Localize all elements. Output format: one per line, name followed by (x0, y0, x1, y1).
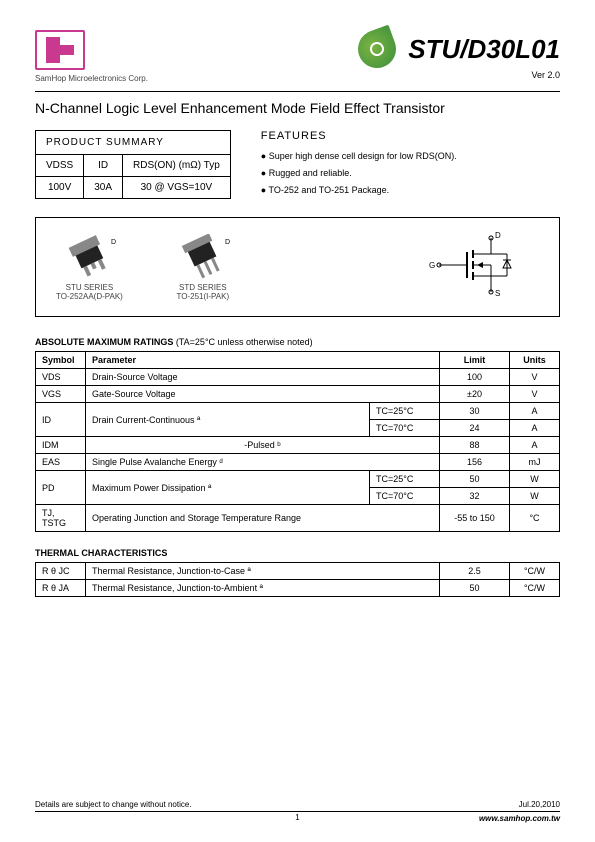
summary-val: 100V (36, 177, 84, 199)
logo-area: SamHop Microelectronics Corp. (35, 30, 148, 83)
svg-text:G: G (429, 261, 435, 270)
abs-max-table: Symbol Parameter Limit Units VDS Drain-S… (35, 351, 560, 532)
pkg-label: TO-251(I-PAK) (177, 292, 230, 301)
table-row: ID Drain Current-Continuous ª TC=25°C 30… (36, 403, 560, 420)
svg-text:D: D (225, 239, 230, 246)
table-row: PD Maximum Power Dissipation ª TC=25°C 5… (36, 471, 560, 488)
package-std: D STD SERIES TO-251(I-PAK) (173, 234, 233, 301)
footer-date: Jul.20,2010 (519, 800, 560, 809)
summary-title: PRODUCT SUMMARY (36, 131, 231, 155)
product-summary: PRODUCT SUMMARY VDSS ID RDS(ON) (mΩ) Typ… (35, 130, 231, 199)
footer: Details are subject to change without no… (35, 800, 560, 822)
summary-col: RDS(ON) (mΩ) Typ (123, 155, 231, 177)
title-block: STU/D30L01 Ver 2.0 (358, 30, 560, 80)
feature-item: Rugged and reliable. (261, 165, 457, 182)
mosfet-symbol-icon: G D S (429, 230, 539, 300)
company-name: SamHop Microelectronics Corp. (35, 74, 148, 83)
table-row: VGS Gate-Source Voltage ±20 V (36, 386, 560, 403)
col-header: Limit (440, 352, 510, 369)
summary-col: VDSS (36, 155, 84, 177)
pkg-label: TO-252AA(D-PAK) (56, 292, 123, 301)
table-row: TJ, TSTG Operating Junction and Storage … (36, 505, 560, 532)
abs-max-title: ABSOLUTE MAXIMUM RATINGS (TA=25°C unless… (35, 337, 560, 347)
part-number: STU/D30L01 (408, 34, 560, 65)
divider (35, 91, 560, 92)
svg-text:S: S (495, 289, 500, 298)
table-row: EAS Single Pulse Avalanche Energy ᵈ 156 … (36, 454, 560, 471)
summary-features-row: PRODUCT SUMMARY VDSS ID RDS(ON) (mΩ) Typ… (35, 130, 560, 199)
table-row: VDS Drain-Source Voltage 100 V (36, 369, 560, 386)
summary-val: 30 @ VGS=10V (123, 177, 231, 199)
eco-leaf-icon (353, 25, 402, 74)
summary-val: 30A (84, 177, 123, 199)
col-header: Units (510, 352, 560, 369)
feature-item: Super high dense cell design for low RDS… (261, 148, 457, 165)
pkg-label: STU SERIES (66, 283, 114, 292)
summary-col: ID (84, 155, 123, 177)
summary-table: PRODUCT SUMMARY VDSS ID RDS(ON) (mΩ) Typ… (35, 130, 231, 199)
footer-url: www.samhop.com.tw (479, 814, 560, 823)
pkg-label: STD SERIES (179, 283, 227, 292)
features-title: FEATURES (261, 130, 457, 142)
ipak-icon: D (173, 234, 233, 279)
version-label: Ver 2.0 (358, 70, 560, 80)
col-header: Symbol (36, 352, 86, 369)
table-row: R θ JC Thermal Resistance, Junction-to-C… (36, 563, 560, 580)
company-logo-icon (35, 30, 85, 70)
packages-box: D STU SERIES TO-252AA(D-PAK) D STD SERIE… (35, 217, 560, 317)
dpak-icon: D (59, 234, 119, 279)
feature-item: TO-252 and TO-251 Package. (261, 182, 457, 199)
svg-text:D: D (111, 239, 116, 246)
page-subtitle: N-Channel Logic Level Enhancement Mode F… (35, 100, 560, 116)
mosfet-schematic: G D S (429, 230, 539, 304)
table-row: IDM -Pulsed ᵇ 88 A (36, 437, 560, 454)
col-header: Parameter (86, 352, 440, 369)
footer-notice: Details are subject to change without no… (35, 800, 192, 809)
package-stu: D STU SERIES TO-252AA(D-PAK) (56, 234, 123, 301)
svg-text:D: D (495, 231, 501, 240)
thermal-title: THERMAL CHARACTERISTICS (35, 548, 560, 558)
header: SamHop Microelectronics Corp. STU/D30L01… (35, 30, 560, 83)
thermal-table: R θ JC Thermal Resistance, Junction-to-C… (35, 562, 560, 597)
features: FEATURES Super high dense cell design fo… (261, 130, 457, 199)
table-row: R θ JA Thermal Resistance, Junction-to-A… (36, 580, 560, 597)
